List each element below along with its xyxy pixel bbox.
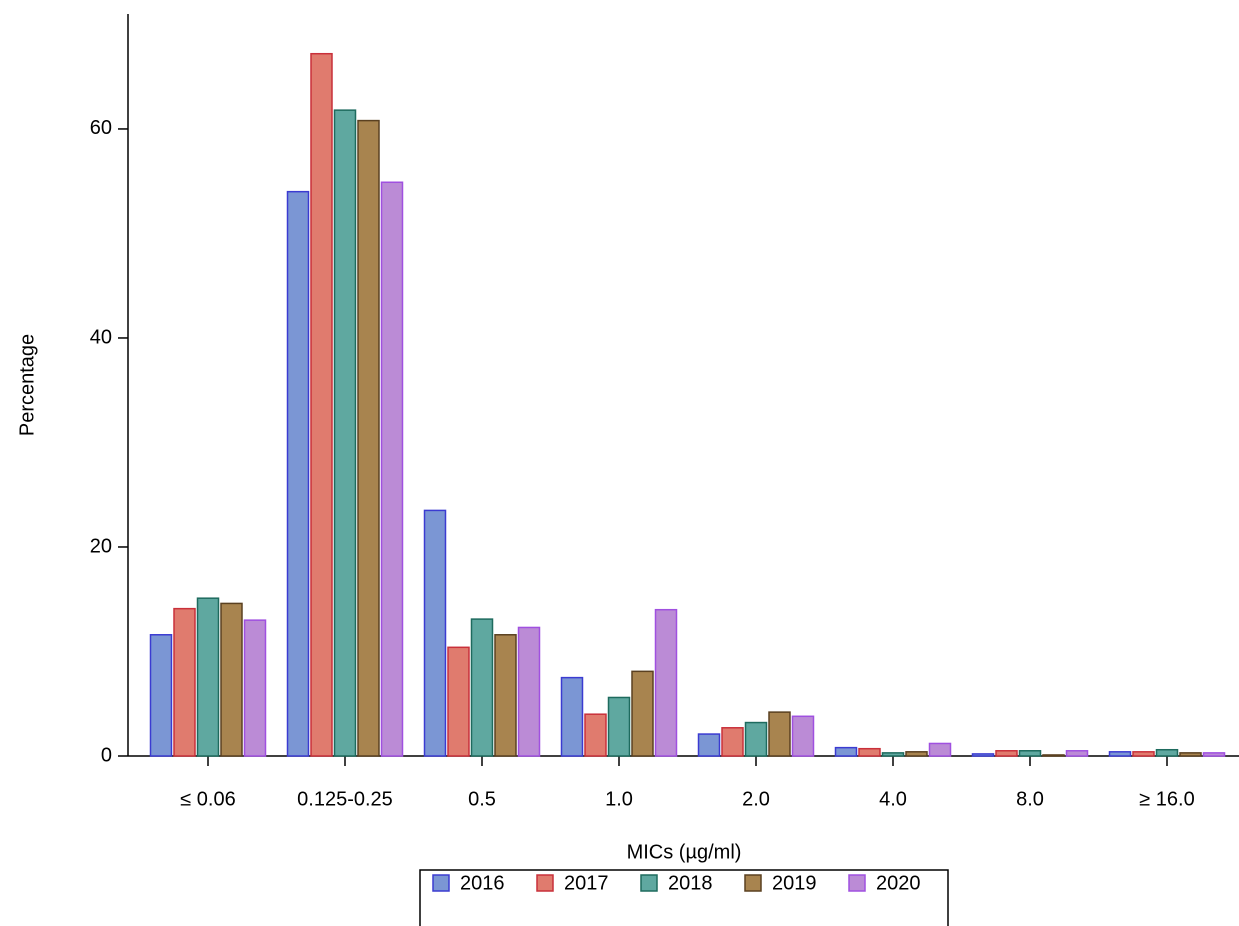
bar bbox=[243, 619, 267, 757]
bar bbox=[995, 750, 1018, 757]
bar bbox=[357, 119, 380, 757]
y-tick-label: 40 bbox=[90, 326, 112, 348]
legend-swatch bbox=[744, 874, 762, 892]
bar bbox=[423, 509, 447, 757]
bar bbox=[494, 634, 517, 757]
legend-label: 2019 bbox=[772, 872, 817, 894]
x-tick-label: 0.125-0.25 bbox=[297, 788, 393, 810]
legend-label: 2018 bbox=[668, 872, 713, 894]
bar bbox=[881, 752, 905, 757]
bar bbox=[697, 733, 721, 757]
bar bbox=[1018, 750, 1042, 757]
x-tick-label: ≤ 0.06 bbox=[180, 788, 235, 810]
bar bbox=[380, 181, 404, 757]
bar bbox=[286, 190, 310, 757]
bar bbox=[858, 747, 881, 757]
bar bbox=[310, 52, 333, 757]
x-tick-label: ≥ 16.0 bbox=[1139, 788, 1194, 810]
legend-label: 2016 bbox=[460, 872, 505, 894]
bar bbox=[834, 746, 858, 757]
legend-swatch bbox=[848, 874, 866, 892]
legend-label: 2017 bbox=[564, 872, 609, 894]
x-axis-title: MICs (µg/ml) bbox=[627, 841, 742, 863]
bar bbox=[631, 670, 654, 757]
bar bbox=[1042, 754, 1065, 757]
bar bbox=[1202, 752, 1226, 757]
bar bbox=[791, 715, 815, 757]
bar bbox=[149, 634, 173, 757]
bar bbox=[447, 646, 470, 757]
bar bbox=[1155, 748, 1179, 757]
bar bbox=[196, 597, 220, 757]
y-tick-label: 0 bbox=[101, 744, 112, 766]
bar bbox=[744, 721, 768, 757]
bar bbox=[470, 618, 494, 757]
legend-swatch bbox=[640, 874, 658, 892]
bar bbox=[721, 727, 744, 757]
bar bbox=[1108, 751, 1132, 757]
x-tick-label: 1.0 bbox=[605, 788, 633, 810]
bar bbox=[1179, 752, 1202, 757]
legend-swatch bbox=[432, 874, 450, 892]
bar bbox=[607, 696, 631, 757]
bar bbox=[560, 676, 584, 757]
legend-box bbox=[419, 869, 949, 926]
bar bbox=[928, 742, 952, 757]
bar bbox=[654, 608, 678, 757]
x-tick-label: 2.0 bbox=[742, 788, 770, 810]
bar bbox=[1132, 751, 1155, 757]
y-axis-title: Percentage bbox=[16, 334, 38, 436]
x-tick-label: 8.0 bbox=[1016, 788, 1044, 810]
bar bbox=[220, 602, 243, 757]
bar bbox=[971, 753, 995, 757]
x-tick-label: 4.0 bbox=[879, 788, 907, 810]
bar bbox=[517, 626, 541, 757]
bar bbox=[905, 751, 928, 757]
bar bbox=[1065, 750, 1089, 757]
y-tick-label: 60 bbox=[90, 117, 112, 139]
legend-label: 2020 bbox=[876, 872, 921, 894]
legend-swatch bbox=[536, 874, 554, 892]
bar bbox=[768, 711, 791, 757]
bar bbox=[333, 109, 357, 757]
x-tick-label: 0.5 bbox=[468, 788, 496, 810]
bar bbox=[584, 713, 607, 757]
y-tick-label: 20 bbox=[90, 535, 112, 557]
bar bbox=[173, 607, 196, 757]
